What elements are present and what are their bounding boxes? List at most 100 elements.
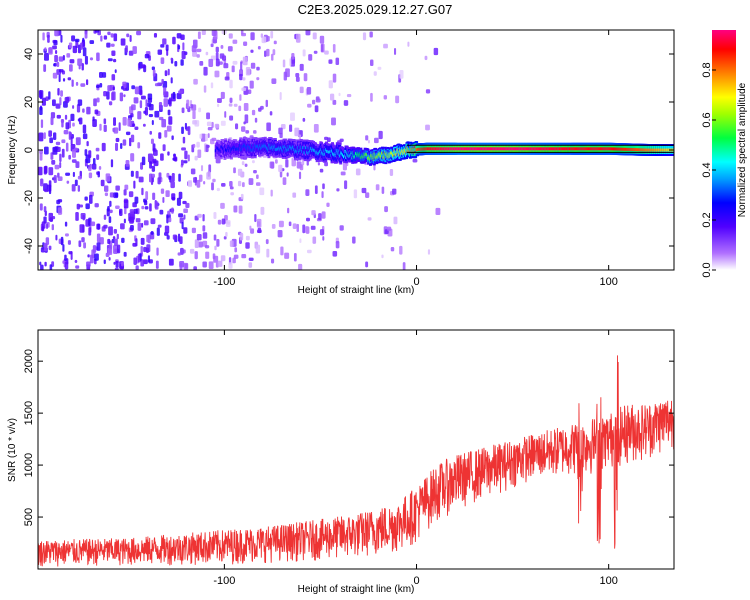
colorbar-tick-label: 0.2 <box>701 212 713 227</box>
spectrogram-cell <box>147 255 151 263</box>
spectrogram-cell <box>111 74 116 81</box>
spectrogram-cell <box>44 52 49 61</box>
spectrogram-cell <box>336 188 340 192</box>
spectrogram-cell <box>74 259 78 264</box>
spectrogram-cell <box>65 142 69 152</box>
spectrogram-cell <box>214 245 217 251</box>
spectrogram-cell <box>58 69 64 73</box>
spectrogram-cell <box>256 77 260 81</box>
spectrogram-cell <box>392 188 397 195</box>
spectrogram-cell <box>189 182 192 187</box>
spectrogram-cell <box>94 203 99 208</box>
spectrogram-cell <box>45 237 50 245</box>
spectrogram-cell <box>124 184 129 190</box>
spectrogram-cell <box>168 175 172 180</box>
spectrogram-cell <box>312 32 317 40</box>
spectrogram-cell <box>324 136 329 141</box>
spectrogram-cell <box>211 121 214 129</box>
spectrogram-cell <box>70 251 73 260</box>
spectrogram-cell <box>251 109 256 116</box>
spectrogram-cell <box>232 39 238 44</box>
spectrogram-cell <box>67 240 71 245</box>
spectrogram-cell <box>224 111 227 118</box>
spectrogram-cell <box>233 167 236 174</box>
spectrogram-cell <box>412 158 418 163</box>
spectrogram-cell <box>196 179 201 188</box>
spectrogram-cell <box>48 245 52 251</box>
spectrogram-cell <box>221 218 226 225</box>
spectrogram-cell <box>250 32 255 41</box>
spectrogram-cell <box>153 160 159 167</box>
spectrogram-cell <box>291 52 295 60</box>
spectrogram-cell <box>108 101 113 106</box>
spectrogram-cell <box>229 240 234 247</box>
spectrogram-cell <box>84 149 88 156</box>
spectrogram-cell <box>105 173 111 182</box>
spectrogram-cell <box>108 216 112 224</box>
spectrogram-cell <box>339 138 344 142</box>
spectrogram-cell <box>302 224 306 234</box>
spectrogram-cell <box>64 233 69 237</box>
spectrogram-cell <box>56 61 60 68</box>
spectrogram-cell <box>278 220 284 228</box>
y-tick-label: -20 <box>23 190 35 206</box>
spectrogram-cell <box>238 105 242 112</box>
spectrogram-cell <box>97 223 100 230</box>
spectrogram-cell <box>289 124 293 132</box>
spectrogram-cell <box>143 246 147 253</box>
spectrogram-cell <box>72 149 76 158</box>
spectrogram-cell <box>117 244 121 254</box>
spectrogram-cell <box>202 261 207 268</box>
spectrogram-cell <box>145 191 149 201</box>
spectrogram-cell <box>106 42 111 48</box>
spectrogram-cell <box>148 114 154 118</box>
spectrogram-cell <box>299 63 304 71</box>
spectrogram-cell <box>125 131 131 136</box>
spectrogram-cell <box>181 147 186 151</box>
spectrogram-cell <box>187 154 190 162</box>
spectrogram-cell <box>69 64 73 72</box>
spectrogram-cell <box>85 203 90 210</box>
spectrogram-cell <box>306 249 312 254</box>
spectrogram-cell <box>190 104 194 109</box>
spectrogram-cell <box>114 69 117 74</box>
spectrogram-cell <box>128 191 134 198</box>
spectrogram-cell <box>313 50 318 54</box>
spectrogram-cell <box>112 236 116 240</box>
spectrogram-cell <box>84 196 88 201</box>
spectrogram-cell <box>156 227 160 236</box>
spectrogram-cell <box>114 267 119 270</box>
spectrogram-cell <box>95 147 100 152</box>
top-x-axis-label: Height of straight line (km) <box>298 285 415 296</box>
spectrogram-cell <box>205 251 210 259</box>
spectrogram-cell <box>111 238 115 244</box>
spectrogram-cell <box>332 251 338 257</box>
spectrogram-cell <box>120 223 125 230</box>
spectrogram-cell <box>240 61 243 71</box>
spectrogram-cell <box>283 71 288 81</box>
spectrogram-cell <box>72 105 75 109</box>
spectrogram-cell <box>99 71 103 78</box>
spectrogram-cell <box>332 43 336 53</box>
spectrogram-cell <box>424 55 428 61</box>
spectrogram-cell <box>160 188 165 194</box>
spectrogram-cell <box>48 167 54 176</box>
spectrogram-cell <box>146 234 149 243</box>
spectrogram-cell <box>319 168 324 173</box>
spectrogram-cell <box>56 114 61 119</box>
spectrogram-cell <box>171 135 174 141</box>
spectrogram-cell <box>135 238 138 247</box>
spectrogram-cell <box>192 120 197 125</box>
spectrogram-cell <box>282 59 286 68</box>
spectrogram-cell <box>164 130 168 138</box>
spectrogram-cell <box>237 180 242 187</box>
spectrogram-cell <box>86 106 91 115</box>
spectrogram-cell <box>38 90 44 98</box>
spectrogram-cell <box>162 197 165 204</box>
spectrogram-cell <box>154 83 159 87</box>
spectrogram-cell <box>122 81 127 89</box>
spectrogram-cell <box>139 89 143 96</box>
spectrogram-cell <box>278 127 283 135</box>
y-tick-label: 0 <box>23 147 35 153</box>
spectrogram-cell <box>98 166 102 170</box>
